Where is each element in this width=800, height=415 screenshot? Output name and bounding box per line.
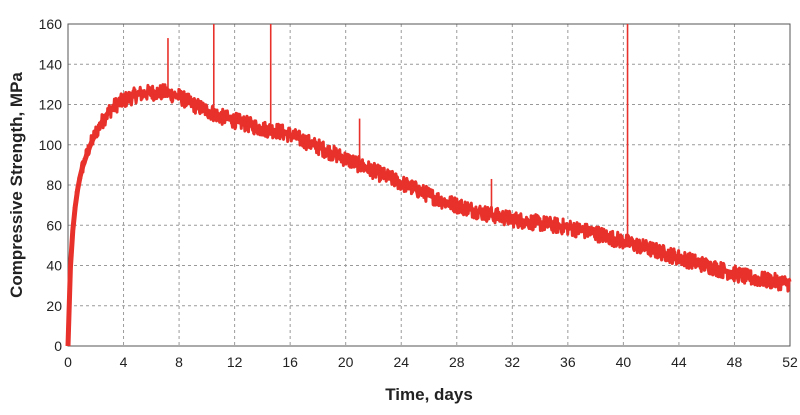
grid	[68, 24, 790, 346]
y-tick-label: 60	[46, 217, 62, 233]
series-core	[65, 89, 791, 347]
y-tick-label: 140	[39, 56, 63, 72]
series-line	[66, 83, 792, 347]
y-tick-label: 120	[39, 97, 63, 113]
x-tick-label: 24	[393, 354, 409, 370]
y-tick-label: 0	[54, 338, 62, 354]
series-layer	[65, 24, 792, 347]
x-axis-label: Time, days	[385, 385, 473, 404]
y-tick-label: 100	[39, 137, 63, 153]
y-tick-label: 80	[46, 177, 62, 193]
x-tick-label: 4	[120, 354, 128, 370]
x-tick-label: 44	[671, 354, 687, 370]
y-tick-label: 40	[46, 258, 62, 274]
y-tick-label: 160	[39, 16, 63, 32]
x-tick-label: 12	[227, 354, 243, 370]
y-tick-label: 20	[46, 298, 62, 314]
y-axis-label: Compressive Strength, MPa	[7, 72, 26, 298]
x-tick-label: 48	[727, 354, 743, 370]
x-tick-label: 0	[64, 354, 72, 370]
x-tick-label: 36	[560, 354, 576, 370]
x-tick-label: 32	[505, 354, 521, 370]
x-tick-label: 52	[782, 354, 798, 370]
tick-labels: 0 4 8 12 16 20 24 28 32 36 40 44 48 52020406080100120…	[39, 16, 798, 370]
x-tick-label: 16	[282, 354, 298, 370]
plot-frame	[67, 23, 791, 347]
x-tick-label: 40	[616, 354, 632, 370]
x-tick-label: 20	[338, 354, 354, 370]
x-tick-label: 28	[449, 354, 465, 370]
x-tick-label: 8	[175, 354, 183, 370]
